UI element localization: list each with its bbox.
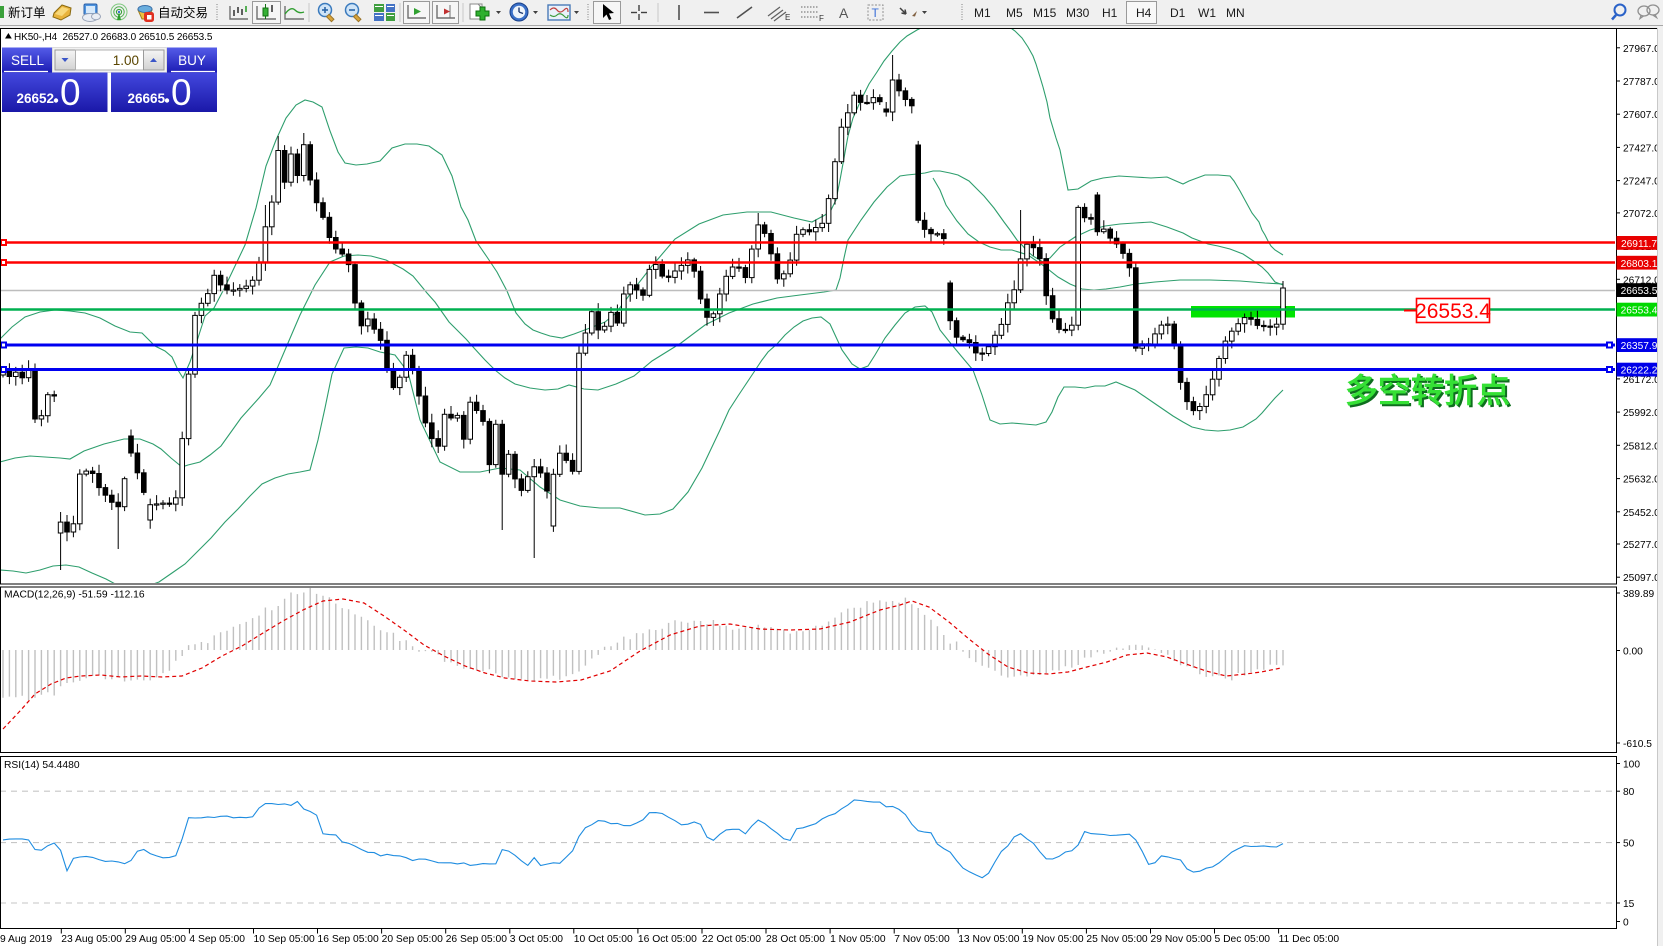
svg-text:25452.0: 25452.0 — [1623, 508, 1660, 519]
svg-text:多空转折点: 多空转折点 — [1347, 374, 1512, 411]
svg-text:19 Nov 05:00: 19 Nov 05:00 — [1022, 934, 1084, 945]
svg-text:W1: W1 — [1198, 6, 1216, 20]
svg-text:SELL: SELL — [11, 53, 45, 68]
svg-text:RSI(14) 54.4480: RSI(14) 54.4480 — [4, 760, 80, 771]
svg-text:BUY: BUY — [178, 53, 206, 68]
svg-text:16 Oct 05:00: 16 Oct 05:00 — [638, 934, 697, 945]
svg-text:M1: M1 — [974, 6, 991, 20]
svg-text:4 Sep 05:00: 4 Sep 05:00 — [189, 934, 245, 945]
svg-text:MACD(12,26,9) -51.59 -112.16: MACD(12,26,9) -51.59 -112.16 — [4, 590, 145, 601]
svg-text:M5: M5 — [1006, 6, 1023, 20]
svg-text:H4: H4 — [1136, 6, 1152, 20]
svg-text:26665: 26665 — [128, 91, 166, 106]
svg-text:-610.5: -610.5 — [1623, 739, 1652, 750]
svg-text:H1: H1 — [1102, 6, 1118, 20]
svg-text:10 Sep 05:00: 10 Sep 05:00 — [254, 934, 316, 945]
svg-text:7 Nov 05:00: 7 Nov 05:00 — [894, 934, 950, 945]
svg-text:11 Dec 05:00: 11 Dec 05:00 — [1279, 934, 1340, 945]
svg-text:F: F — [819, 14, 824, 23]
svg-text:15: 15 — [1623, 899, 1635, 910]
svg-text:26553.4: 26553.4 — [1415, 300, 1491, 323]
svg-text:T: T — [872, 6, 880, 20]
svg-text:自动交易: 自动交易 — [158, 5, 208, 20]
svg-text:25632.0: 25632.0 — [1623, 475, 1660, 486]
svg-text:27607.0: 27607.0 — [1623, 110, 1660, 121]
svg-text:26 Sep 05:00: 26 Sep 05:00 — [446, 934, 508, 945]
svg-text:26172.0: 26172.0 — [1623, 375, 1660, 386]
svg-text:26653.5: 26653.5 — [1621, 286, 1658, 297]
svg-text:28 Oct 05:00: 28 Oct 05:00 — [766, 934, 825, 945]
svg-text:26803.1: 26803.1 — [1621, 259, 1658, 270]
svg-text:D1: D1 — [1170, 6, 1186, 20]
svg-text:25992.0: 25992.0 — [1623, 408, 1660, 419]
svg-text:0: 0 — [171, 72, 192, 113]
svg-text:0: 0 — [60, 72, 81, 113]
svg-text:0.00: 0.00 — [1623, 647, 1643, 658]
svg-text:1.00: 1.00 — [113, 53, 139, 68]
svg-text:27787.0: 27787.0 — [1623, 77, 1660, 88]
svg-text:多空转折点: 多空转折点 — [1345, 372, 1510, 409]
svg-text:1 Nov 05:00: 1 Nov 05:00 — [830, 934, 886, 945]
svg-text:27967.0: 27967.0 — [1623, 44, 1660, 55]
svg-text:80: 80 — [1623, 787, 1635, 798]
svg-text:M30: M30 — [1066, 6, 1090, 20]
svg-text:22 Oct 05:00: 22 Oct 05:00 — [702, 934, 761, 945]
svg-text:0: 0 — [1623, 918, 1629, 929]
svg-text:MN: MN — [1226, 6, 1245, 20]
svg-text:25812.0: 25812.0 — [1623, 441, 1660, 452]
svg-text:5 Dec 05:00: 5 Dec 05:00 — [1215, 934, 1271, 945]
svg-text:新订单: 新订单 — [8, 5, 46, 20]
svg-text:M15: M15 — [1033, 6, 1057, 20]
svg-text:26652: 26652 — [17, 91, 55, 106]
svg-text:25277.0: 25277.0 — [1623, 540, 1660, 551]
svg-text:50: 50 — [1623, 839, 1635, 850]
svg-text:A: A — [839, 5, 849, 21]
svg-text:389.89: 389.89 — [1623, 589, 1654, 600]
svg-text:27072.0: 27072.0 — [1623, 209, 1660, 220]
svg-text:26911.7: 26911.7 — [1621, 239, 1657, 250]
svg-text:27427.0: 27427.0 — [1623, 143, 1660, 154]
svg-text:23 Aug 05:00: 23 Aug 05:00 — [61, 934, 122, 945]
svg-text:16 Sep 05:00: 16 Sep 05:00 — [318, 934, 380, 945]
svg-text:26357.9: 26357.9 — [1621, 341, 1658, 352]
svg-text:9 Aug 2019: 9 Aug 2019 — [0, 934, 52, 945]
svg-text:HK50-,H4 26527.0 26683.0 2651: HK50-,H4 26527.0 26683.0 26510.5 26653.5 — [14, 32, 213, 43]
svg-text:3 Oct 05:00: 3 Oct 05:00 — [510, 934, 564, 945]
svg-text:26553.4: 26553.4 — [1621, 306, 1658, 317]
svg-text:25097.0: 25097.0 — [1623, 573, 1660, 584]
svg-text:20 Sep 05:00: 20 Sep 05:00 — [382, 934, 444, 945]
svg-text:25 Nov 05:00: 25 Nov 05:00 — [1086, 934, 1148, 945]
svg-text:26712.0: 26712.0 — [1623, 275, 1660, 286]
svg-text:13 Nov 05:00: 13 Nov 05:00 — [958, 934, 1020, 945]
svg-text:27247.0: 27247.0 — [1623, 177, 1660, 188]
svg-text:26222.2: 26222.2 — [1621, 366, 1658, 377]
svg-text:10 Oct 05:00: 10 Oct 05:00 — [574, 934, 633, 945]
svg-text:E: E — [785, 13, 790, 22]
svg-text:29 Nov 05:00: 29 Nov 05:00 — [1151, 934, 1213, 945]
svg-text:100: 100 — [1623, 760, 1640, 771]
svg-text:29 Aug 05:00: 29 Aug 05:00 — [125, 934, 186, 945]
